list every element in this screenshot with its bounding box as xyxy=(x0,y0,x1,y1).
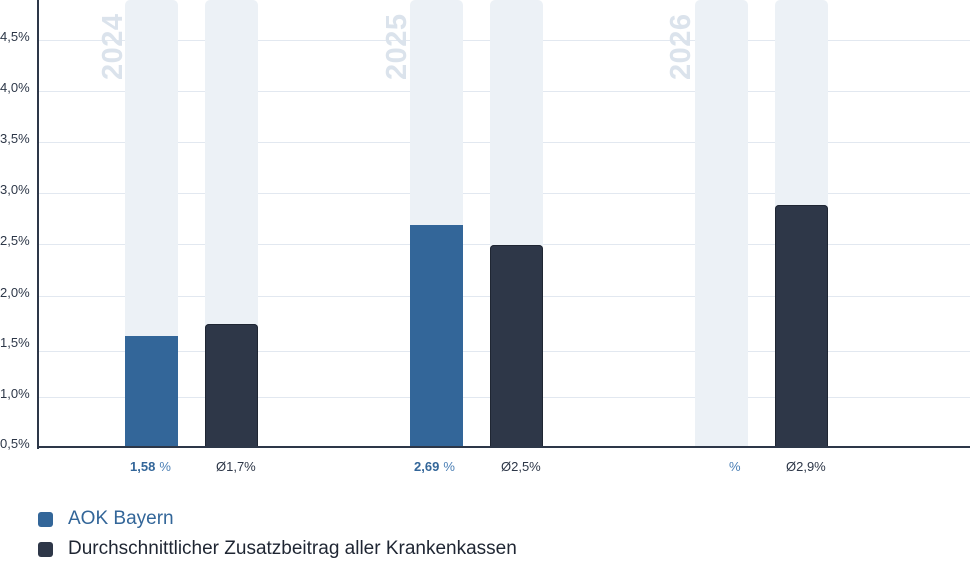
y-tick-label: 2,5% xyxy=(0,233,30,248)
value-label-aok-2025: 2,69% xyxy=(414,459,455,474)
y-tick-label: 1,0% xyxy=(0,386,30,401)
y-tick-label: 1,5% xyxy=(0,335,30,350)
value-label-avg-2024: Ø1,7% xyxy=(216,459,256,474)
legend-swatch-icon xyxy=(38,541,53,557)
y-tick-label: 4,0% xyxy=(0,80,30,95)
legend-label: AOK Bayern xyxy=(68,508,174,529)
value-label-avg-2025: Ø2,5% xyxy=(501,459,541,474)
year-label-2026: 2026 xyxy=(665,13,697,80)
y-tick-label: 0,5% xyxy=(0,436,30,451)
bar-avg-2025[interactable] xyxy=(490,245,543,447)
y-tick-label: 3,5% xyxy=(0,131,30,146)
legend-item-aok-bayern[interactable]: AOK Bayern xyxy=(38,504,517,534)
bar-aok-2024[interactable] xyxy=(125,336,178,447)
y-tick-label: 4,5% xyxy=(0,29,30,44)
value-label-avg-2026: Ø2,9% xyxy=(786,459,826,474)
bar-chart: 4,5% 4,0% 3,5% 3,0% 2,5% 2,0% 1,5% 1,0% … xyxy=(0,0,970,474)
legend-swatch-icon xyxy=(38,511,53,527)
bar-track-aok-2026 xyxy=(695,0,748,447)
bar-avg-2024[interactable] xyxy=(205,324,258,447)
bar-aok-2025[interactable] xyxy=(410,225,463,447)
value-label-aok-2026: % xyxy=(729,459,741,474)
bar-avg-2026[interactable] xyxy=(775,205,828,447)
x-axis xyxy=(37,446,970,448)
y-axis xyxy=(37,0,39,449)
value-label-aok-2024: 1,58% xyxy=(130,459,171,474)
y-tick-label: 3,0% xyxy=(0,182,30,197)
chart-legend: AOK Bayern Durchschnittlicher Zusatzbeit… xyxy=(38,504,517,564)
y-tick-label: 2,0% xyxy=(0,285,30,300)
legend-item-average[interactable]: Durchschnittlicher Zusatzbeitrag aller K… xyxy=(38,534,517,564)
legend-label: Durchschnittlicher Zusatzbeitrag aller K… xyxy=(68,538,517,559)
